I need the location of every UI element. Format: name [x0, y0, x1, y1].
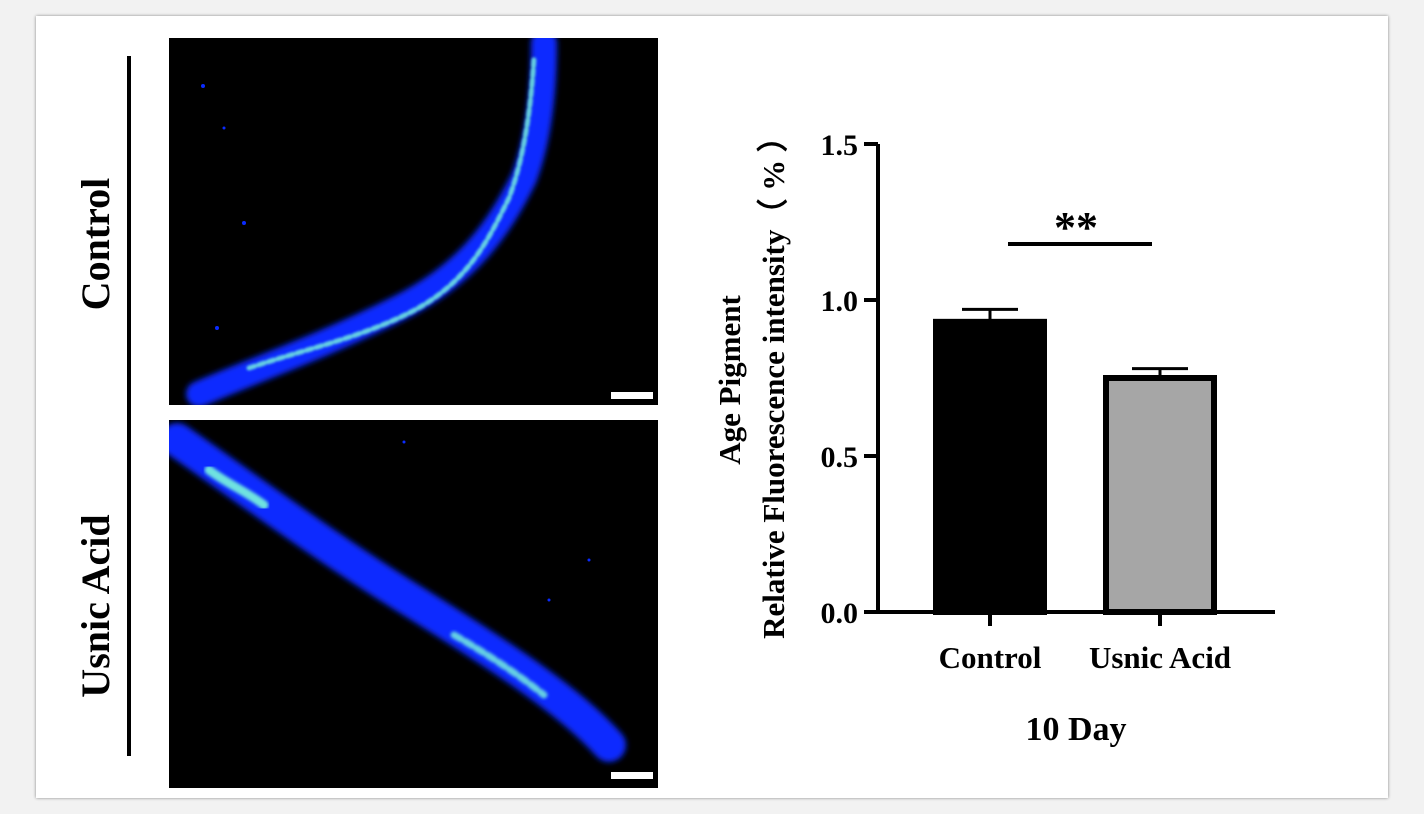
- scale-bar-control: [611, 392, 653, 399]
- control-worm-gut: [246, 55, 537, 371]
- x-axis-label: 10 Day: [1025, 711, 1126, 748]
- y-tick-label: 1.5: [821, 129, 859, 162]
- usnic-worm-gut-tail: [450, 631, 548, 699]
- y-tick-label: 0.0: [821, 597, 859, 630]
- usnic-worm-gut-head: [204, 465, 269, 510]
- significance-marker: **: [1054, 203, 1098, 252]
- y-axis-label-line2: Relative Fluorescence intensity（ % ）: [756, 121, 791, 639]
- y-tick-label: 0.5: [821, 441, 859, 474]
- control-micrograph: [169, 38, 658, 405]
- bar-usnic-acid: [1103, 375, 1217, 615]
- usnic-acid-micrograph: [169, 420, 658, 788]
- y-axis-label-line1: Age Pigment: [712, 295, 747, 465]
- x-tick-label: Usnic Acid: [1089, 640, 1231, 675]
- group-bracket-line: [127, 56, 131, 756]
- bar-control: [933, 318, 1047, 615]
- row-label-usnic-acid: Usnic Acid: [73, 514, 118, 698]
- row-label-control: Control: [73, 177, 118, 311]
- bar-chart: 0.0 0.5 1.0 1.5 Control Usnic Acid ** 10 Day Age…: [712, 121, 1275, 748]
- y-tick-label: 1.0: [821, 285, 859, 318]
- scale-bar-usnic: [611, 772, 653, 779]
- control-worm-body: [186, 38, 557, 405]
- x-tick-label: Control: [939, 640, 1042, 675]
